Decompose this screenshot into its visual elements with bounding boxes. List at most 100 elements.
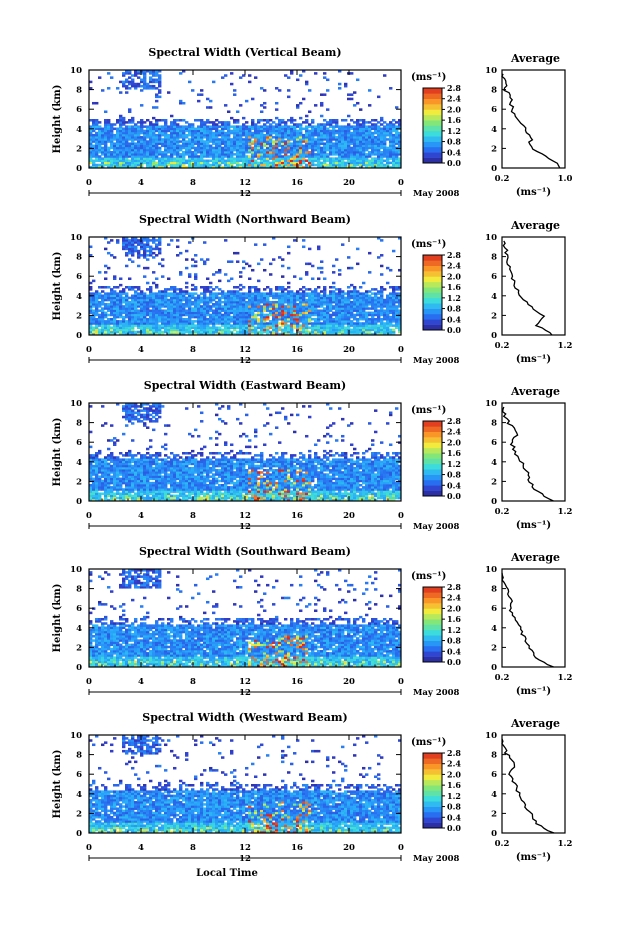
x-tick-label: 0	[398, 511, 404, 521]
y-tick-label: 8	[76, 253, 82, 263]
date-label: May 2008	[413, 854, 460, 864]
y-tick-label: 6	[76, 438, 82, 448]
y-tick-label: 8	[76, 86, 82, 96]
average-title: Average	[510, 219, 560, 232]
colorbar-swatch	[423, 276, 442, 283]
x-tick-label: 16	[291, 843, 303, 853]
colorbar-swatch	[423, 157, 442, 164]
x-tick-label: 0	[86, 677, 92, 687]
colorbar-tick-label: 1.2	[447, 459, 461, 469]
x-tick-label: 0	[398, 178, 404, 188]
colorbar-tick-label: 2.4	[447, 759, 461, 769]
average-y-tick: 8	[491, 86, 497, 96]
y-tick-label: 10	[70, 731, 82, 741]
colorbar-swatch	[423, 811, 442, 818]
colorbar-swatch	[423, 260, 442, 267]
y-tick-label: 10	[70, 233, 82, 243]
colorbar-swatch	[423, 308, 442, 315]
x-tick-label: 8	[190, 843, 196, 853]
colorbar-tick-label: 1.2	[447, 293, 461, 303]
colorbar-swatch	[423, 130, 442, 137]
average-y-tick: 0	[491, 497, 497, 507]
colorbar-swatch	[423, 287, 442, 293]
colorbar-swatch	[423, 490, 442, 497]
y-axis-label: Height (km)	[52, 85, 63, 154]
colorbar-tick-label: 2.0	[447, 271, 461, 281]
average-y-tick: 6	[491, 770, 497, 780]
colorbar-swatch	[423, 453, 442, 459]
average-y-tick: 0	[491, 663, 497, 673]
average-title: Average	[510, 551, 560, 564]
x-tick-label: 4	[138, 345, 144, 355]
average-x-label: (ms⁻¹)	[516, 187, 551, 198]
panel-title: Spectral Width (Vertical Beam)	[148, 46, 341, 59]
colorbar-swatch	[423, 271, 442, 277]
y-axis-label: Height (km)	[52, 252, 63, 321]
x-tick-label: 12	[239, 345, 251, 355]
average-profile-line	[502, 240, 553, 336]
x-tick-label: 8	[190, 178, 196, 188]
colorbar-swatch	[423, 146, 442, 153]
colorbar-swatch	[423, 98, 442, 105]
colorbar-swatch	[423, 319, 442, 325]
x-tick-label: 20	[343, 511, 355, 521]
colorbar-swatch	[423, 619, 442, 625]
y-tick-label: 0	[76, 497, 82, 507]
colorbar-swatch	[423, 629, 442, 636]
average-x-tick: 0.2	[495, 174, 510, 184]
colorbar-swatch	[423, 463, 442, 470]
x-tick-label: 20	[343, 843, 355, 853]
x-tick-label: 0	[398, 843, 404, 853]
colorbar-swatch	[423, 645, 442, 652]
average-profile-line	[501, 406, 554, 502]
date-label: May 2008	[413, 356, 460, 366]
y-tick-label: 2	[76, 809, 82, 819]
x-tick-label: 16	[291, 677, 303, 687]
average-y-tick: 6	[491, 105, 497, 115]
average-frame	[501, 236, 566, 336]
heatmap-field	[89, 403, 402, 502]
colorbar-swatch	[423, 763, 442, 770]
x-tick-label: 20	[343, 345, 355, 355]
x-tick-label: 8	[190, 345, 196, 355]
x-tick-label: 8	[190, 677, 196, 687]
colorbar-swatch	[423, 152, 442, 158]
average-x-label: (ms⁻¹)	[516, 852, 551, 863]
colorbar-tick-label: 2.0	[447, 437, 461, 447]
panel-title: Spectral Width (Southward Beam)	[139, 545, 351, 558]
colorbar-swatch	[423, 817, 442, 823]
date-marker: 12	[239, 356, 251, 366]
average-profile-line	[501, 73, 561, 169]
colorbar-tick-label: 1.6	[447, 115, 461, 125]
y-tick-label: 6	[76, 105, 82, 115]
x-tick-label: 12	[239, 511, 251, 521]
y-tick-label: 4	[76, 458, 82, 468]
colorbar-swatch	[423, 485, 442, 491]
colorbar-swatch	[423, 93, 442, 100]
y-tick-label: 4	[76, 790, 82, 800]
average-y-tick: 8	[491, 419, 497, 429]
colorbar-swatch	[423, 265, 442, 272]
x-tick-label: 12	[239, 843, 251, 853]
colorbar-swatch	[423, 608, 442, 615]
average-y-tick: 10	[485, 233, 497, 243]
colorbar-swatch	[423, 613, 442, 620]
colorbar-tick-label: 2.8	[447, 582, 461, 592]
average-x-label: (ms⁻¹)	[516, 354, 551, 365]
date-marker: 12	[239, 189, 251, 199]
colorbar-tick-label: 1.6	[447, 614, 461, 624]
date-marker: 12	[239, 522, 251, 532]
colorbar-frame	[422, 752, 443, 829]
average-y-tick: 0	[491, 829, 497, 839]
colorbar-tick-label: 0.4	[447, 314, 461, 324]
average-y-tick: 10	[485, 731, 497, 741]
colorbar-swatch	[423, 587, 442, 593]
average-y-tick: 10	[485, 66, 497, 76]
average-title: Average	[510, 52, 560, 65]
colorbar-swatch	[423, 474, 442, 481]
x-tick-label: 20	[343, 178, 355, 188]
y-tick-label: 8	[76, 585, 82, 595]
average-x-tick: 1.0	[558, 174, 573, 184]
colorbar-swatch	[423, 469, 442, 475]
